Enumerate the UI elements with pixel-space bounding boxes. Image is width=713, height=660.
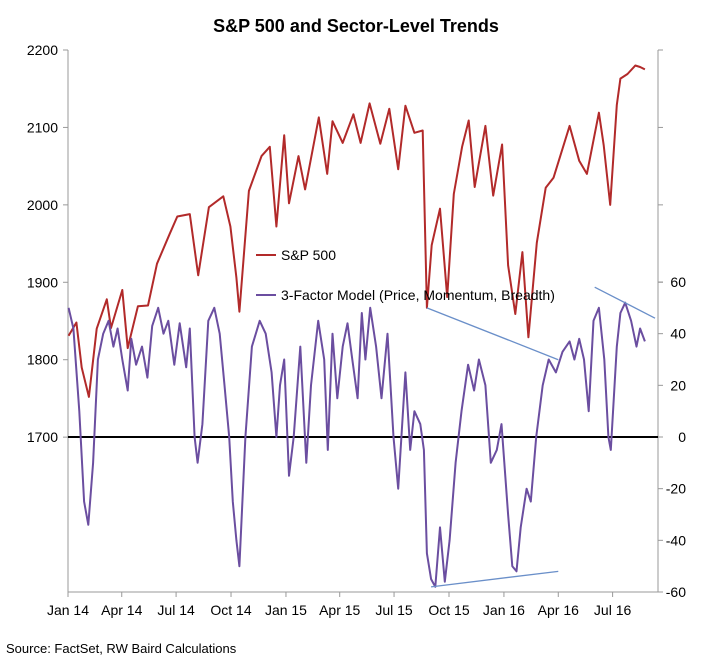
x-tick-label: Oct 15 bbox=[428, 602, 469, 618]
right-tick-label: 40 bbox=[670, 326, 686, 342]
source-note: Source: FactSet, RW Baird Calculations bbox=[6, 641, 237, 656]
series-line-3factor bbox=[67, 301, 646, 588]
legend-label-sp500: S&P 500 bbox=[281, 247, 336, 263]
right-tick-label: -20 bbox=[666, 481, 686, 497]
x-tick-label: Jul 16 bbox=[594, 602, 632, 618]
right-tick-label: 0 bbox=[678, 429, 686, 445]
x-tick-label: Jan 16 bbox=[483, 602, 525, 618]
right-tick-label: 60 bbox=[670, 274, 686, 290]
left-tick-label: 2000 bbox=[27, 197, 58, 213]
left-tick-label: 1800 bbox=[27, 352, 58, 368]
series-line-sp500 bbox=[67, 64, 646, 398]
x-tick-label: Apr 15 bbox=[319, 602, 360, 618]
x-tick-label: Jul 14 bbox=[157, 602, 195, 618]
x-tick-label: Jan 14 bbox=[47, 602, 89, 618]
x-tick-label: Apr 14 bbox=[101, 602, 142, 618]
left-tick-label: 2100 bbox=[27, 119, 58, 135]
legend: S&P 500 3-Factor Model (Price, Momentum,… bbox=[256, 247, 555, 303]
trendlines bbox=[426, 286, 656, 588]
trendline bbox=[426, 307, 559, 361]
right-tick-label: -40 bbox=[666, 532, 686, 548]
legend-label-3factor: 3-Factor Model (Price, Momentum, Breadth… bbox=[281, 287, 555, 303]
left-tick-label: 1900 bbox=[27, 274, 58, 290]
x-tick-label: Apr 16 bbox=[538, 602, 579, 618]
x-tick-label: Jan 15 bbox=[265, 602, 307, 618]
left-tick-label: 2200 bbox=[27, 42, 58, 58]
x-tick-label: Jul 15 bbox=[375, 602, 413, 618]
chart-title: S&P 500 and Sector-Level Trends bbox=[213, 16, 499, 36]
left-tick-label: 1700 bbox=[27, 429, 58, 445]
series-layer bbox=[67, 64, 646, 588]
trendline bbox=[430, 570, 559, 588]
right-tick-label: -60 bbox=[666, 584, 686, 600]
trendline bbox=[594, 286, 656, 319]
right-tick-label: 20 bbox=[670, 377, 686, 393]
axes: 1700 1800 1900 2000 2100 2200 60 40 20 0 -20 -40 -60… bbox=[27, 42, 686, 618]
x-tick-label: Oct 14 bbox=[210, 602, 251, 618]
